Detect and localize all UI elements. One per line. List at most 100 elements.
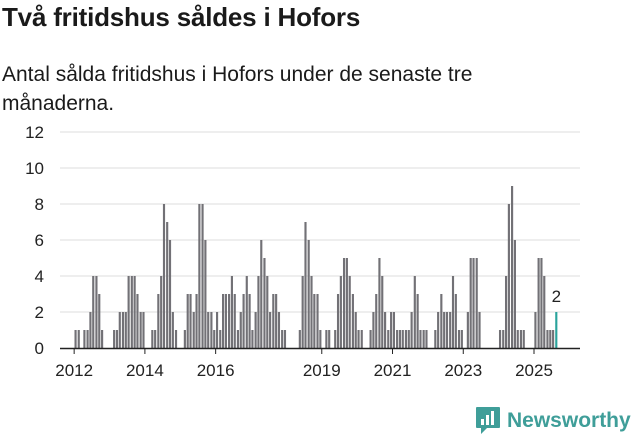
bar [239, 312, 242, 348]
y-tick-label: 4 [35, 267, 44, 286]
bar [410, 312, 413, 348]
bar [416, 294, 419, 348]
bar [248, 294, 251, 348]
last-value-label: 2 [552, 287, 561, 306]
bar [277, 312, 281, 348]
bar [95, 276, 98, 348]
bar [133, 276, 136, 348]
bar [372, 312, 375, 348]
bar [313, 294, 316, 348]
bar [228, 294, 231, 348]
bar [186, 294, 189, 348]
bar [263, 258, 266, 348]
bar [334, 330, 337, 348]
bar [475, 258, 478, 348]
bar [272, 294, 275, 348]
bar [519, 330, 522, 348]
bar [307, 240, 310, 348]
bar [384, 312, 387, 348]
bar [222, 294, 225, 348]
bar [275, 294, 278, 348]
bar [127, 276, 130, 348]
bar [443, 312, 446, 348]
bar [460, 330, 463, 348]
bar [534, 312, 537, 348]
bar [434, 330, 437, 348]
y-tick-label: 10 [25, 159, 44, 178]
bar [77, 330, 80, 348]
bar [522, 330, 525, 348]
x-tick-label: 2025 [515, 361, 553, 380]
bar [124, 312, 127, 348]
bar [139, 312, 142, 348]
y-tick-label: 6 [35, 231, 44, 250]
bar [204, 240, 207, 348]
bar [171, 312, 174, 348]
newsworthy-logo-icon [476, 407, 500, 434]
x-tick-label: 2019 [303, 361, 341, 380]
x-tick-label: 2016 [197, 361, 235, 380]
bar [183, 330, 186, 348]
brand-name: Newsworthy [507, 409, 631, 432]
bar [121, 312, 125, 348]
bar [113, 330, 116, 348]
bar [83, 330, 86, 348]
bar [319, 330, 322, 348]
bar [540, 258, 543, 348]
bar [511, 186, 514, 348]
bar [351, 294, 354, 348]
x-axis: 2012 2014 2016 2019 2021 2023 2025 [55, 347, 580, 380]
bar [472, 258, 475, 348]
bar [507, 204, 510, 348]
bar [269, 312, 272, 348]
bar [316, 294, 319, 348]
bar [422, 330, 425, 348]
bar [298, 330, 301, 348]
chart-bars [74, 186, 558, 348]
bar [413, 276, 416, 348]
bar [398, 330, 402, 348]
newsworthy-brand[interactable]: Newsworthy [475, 405, 631, 437]
bar [162, 204, 166, 348]
bar [301, 276, 304, 348]
bar [160, 276, 163, 348]
bar [130, 276, 133, 348]
bar [192, 312, 195, 348]
bar [466, 312, 469, 348]
bar [419, 330, 422, 348]
bar [201, 204, 204, 348]
bar [281, 330, 284, 348]
bar [325, 330, 328, 348]
bar [336, 294, 340, 348]
bar [387, 330, 390, 348]
bar [369, 330, 372, 348]
bar [437, 312, 440, 348]
bar [457, 330, 461, 348]
bar [357, 330, 360, 348]
bar [89, 312, 92, 348]
bar [451, 276, 455, 348]
bar [339, 276, 342, 348]
bar [195, 294, 198, 348]
bar [189, 294, 192, 348]
chart-title: Två fritidshus såldes i Hofors [2, 2, 361, 32]
bar [513, 240, 516, 348]
bar [478, 312, 481, 348]
bar [219, 330, 222, 348]
bar [254, 312, 257, 348]
bar [230, 276, 233, 348]
bar [224, 294, 227, 348]
x-tick-label: 2023 [444, 361, 482, 380]
bar [151, 330, 154, 348]
bar [378, 258, 381, 348]
bar [445, 312, 449, 348]
chart-annotations: 2 [552, 287, 561, 306]
bar [98, 294, 101, 348]
bar [142, 312, 145, 348]
bar [537, 258, 540, 348]
bar [92, 276, 95, 348]
bar [348, 276, 351, 348]
bar [342, 258, 346, 348]
bar [242, 294, 245, 348]
y-tick-label: 0 [35, 339, 44, 358]
